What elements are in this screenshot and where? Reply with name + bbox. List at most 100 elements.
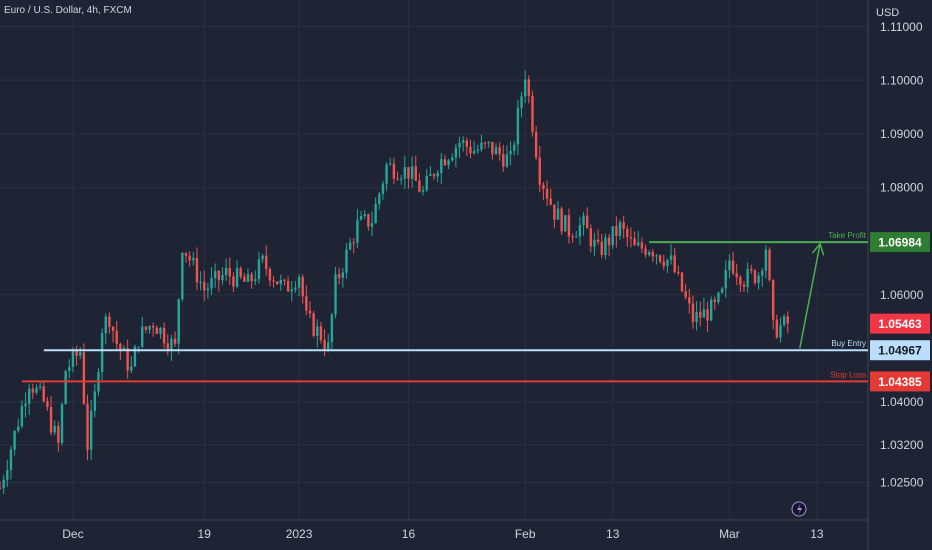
candle-body: [126, 347, 129, 371]
candle-body: [195, 257, 199, 283]
candle-body: [144, 326, 148, 330]
candle-body: [192, 257, 195, 261]
candle-body: [265, 255, 268, 269]
candle-body: [24, 403, 27, 407]
y-tick-label: 1.09000: [880, 127, 924, 141]
candle-body: [57, 425, 60, 443]
buy-entry-label: Buy Entry: [831, 339, 866, 348]
candle-body: [669, 255, 673, 260]
x-tick-label: Dec: [62, 527, 83, 541]
candle-body: [476, 149, 479, 151]
candle-body: [564, 215, 567, 232]
y-tick-label: 1.10000: [880, 73, 924, 87]
candle-body: [217, 270, 221, 281]
candle-body: [356, 219, 359, 243]
candle-body: [607, 237, 611, 246]
candle-body: [757, 275, 760, 283]
candle-body: [363, 214, 366, 217]
candle-body: [319, 326, 323, 340]
candle-body: [89, 410, 93, 450]
candle-body: [35, 387, 38, 393]
candle-body: [119, 344, 122, 351]
candle-body: [633, 238, 636, 246]
candle-body: [17, 426, 20, 431]
candle-body: [520, 96, 523, 108]
candle-body: [750, 268, 753, 271]
candle-body: [261, 255, 264, 260]
candle-body: [600, 241, 603, 255]
take-profit-price-label: 1.06984: [878, 236, 922, 250]
candle-body: [46, 401, 49, 407]
candle-body: [301, 276, 304, 297]
candle-body: [502, 154, 505, 167]
candle-body: [111, 326, 115, 331]
candle-body: [538, 157, 541, 185]
candle-body: [199, 281, 202, 283]
candle-body: [775, 319, 779, 338]
x-tick-label: Mar: [719, 527, 740, 541]
candle-body: [31, 388, 35, 393]
price-unit-label: USD: [876, 7, 900, 19]
candle-body: [381, 183, 385, 194]
candle-body: [279, 279, 283, 285]
candle-body: [323, 339, 326, 350]
candle-body: [330, 314, 334, 343]
y-tick-label: 1.04000: [880, 395, 924, 409]
lightning-bolt-icon: [797, 503, 802, 515]
candle-body: [626, 228, 629, 238]
candle-body: [64, 370, 67, 405]
candle-body: [542, 184, 545, 190]
candle-body: [399, 178, 403, 180]
candle-body: [458, 142, 461, 148]
candle-body: [141, 326, 144, 347]
buy-entry-price-tag: [870, 340, 930, 361]
candle-body: [567, 215, 571, 237]
candle-body: [203, 281, 206, 291]
candle-body: [235, 268, 239, 287]
x-tick-label: 16: [402, 527, 416, 541]
candle-body: [341, 272, 345, 278]
candle-body: [699, 311, 702, 318]
candle-body: [272, 280, 275, 282]
candle-body: [571, 236, 574, 238]
candle-body: [268, 268, 272, 281]
candle-body: [410, 166, 414, 179]
take-profit-label: Take Profit: [828, 231, 867, 240]
candle-body: [184, 252, 188, 256]
candle-body: [739, 277, 742, 285]
candle-body: [629, 237, 633, 239]
x-tick-label: 13: [606, 527, 620, 541]
candle-body: [151, 325, 155, 328]
candle-body: [717, 292, 720, 303]
candle-body: [407, 166, 410, 179]
candle-body: [20, 406, 24, 427]
candle-body: [108, 316, 111, 327]
candle-body: [432, 174, 436, 177]
candle-body: [480, 142, 483, 150]
candle-body: [720, 288, 724, 293]
candle-body: [447, 160, 450, 166]
candle-body: [637, 242, 640, 246]
candle-body: [655, 255, 658, 257]
x-tick-label: 13: [810, 527, 824, 541]
candle-body: [666, 259, 669, 267]
candle-body: [392, 163, 396, 179]
candle-body: [133, 346, 137, 367]
candle-body: [137, 346, 140, 348]
candle-body: [370, 223, 374, 227]
candle-body: [275, 281, 279, 285]
candle-body: [593, 239, 596, 247]
candle-body: [516, 107, 520, 145]
candle-body: [753, 270, 757, 283]
candle-body: [93, 391, 97, 411]
candle-body: [724, 270, 727, 289]
candle-body: [662, 261, 665, 267]
current-price-label: 1.05463: [878, 317, 922, 331]
candle-body: [9, 449, 13, 471]
candle-body: [100, 333, 104, 373]
candle-body: [0, 487, 2, 489]
candle-body: [359, 216, 363, 220]
candle-body: [243, 276, 246, 282]
candle-body: [768, 249, 771, 281]
